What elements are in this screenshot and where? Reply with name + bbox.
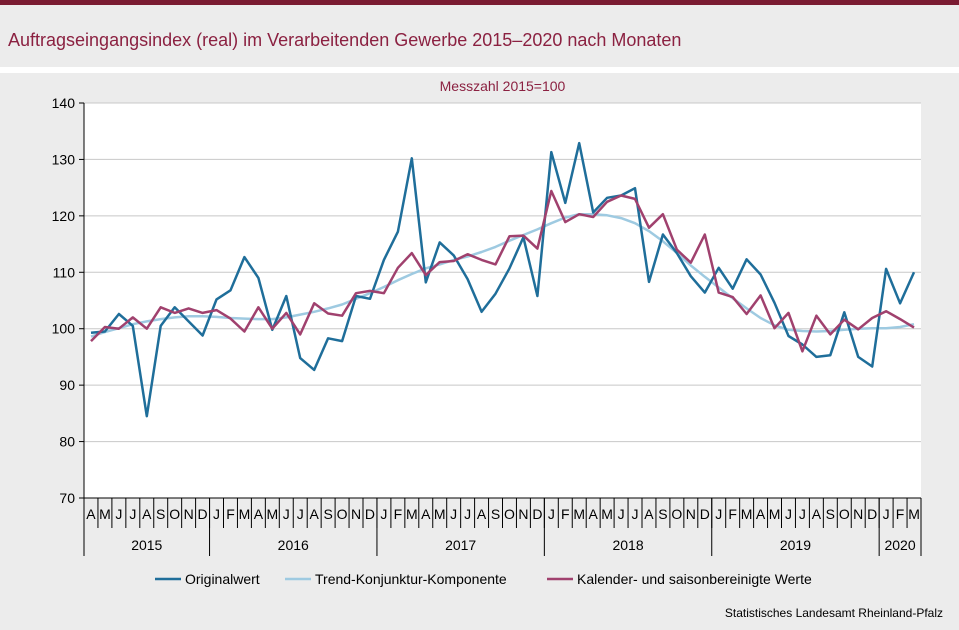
page-title: Auftragseingangsindex (real) im Verarbei… (8, 30, 682, 50)
x-tick-label: J (548, 506, 555, 522)
x-tick-label: J (632, 506, 639, 522)
x-tick-label: O (337, 506, 348, 522)
x-tick-label: A (310, 506, 320, 522)
x-tick-label: M (741, 506, 753, 522)
x-tick-label: O (671, 506, 682, 522)
y-tick-label: 90 (59, 377, 75, 393)
x-tick-label: A (421, 506, 431, 522)
year-label: 2017 (445, 537, 476, 553)
x-tick-label: M (573, 506, 585, 522)
x-tick-label: A (86, 506, 96, 522)
x-tick-label: A (756, 506, 766, 522)
series-line-3 (90, 189, 915, 353)
legend-label: Originalwert (185, 571, 260, 587)
x-tick-label: J (450, 506, 457, 522)
x-tick-label: M (239, 506, 251, 522)
x-tick-label: S (826, 506, 835, 522)
x-tick-label: M (406, 506, 418, 522)
x-tick-label: N (518, 506, 528, 522)
x-tick-label: F (728, 506, 737, 522)
x-tick-label: M (769, 506, 781, 522)
x-tick-label: D (867, 506, 877, 522)
x-tick-label: A (477, 506, 487, 522)
y-tick-label: 110 (53, 264, 76, 280)
x-tick-label: N (351, 506, 361, 522)
x-tick-label: N (184, 506, 194, 522)
year-label: 2016 (278, 537, 309, 553)
x-tick-label: N (686, 506, 696, 522)
x-tick-label: M (266, 506, 278, 522)
x-tick-label: A (644, 506, 654, 522)
x-tick-label: M (601, 506, 613, 522)
x-tick-label: J (129, 506, 136, 522)
x-tick-label: D (700, 506, 710, 522)
x-tick-label: F (561, 506, 570, 522)
x-tick-label: M (908, 506, 920, 522)
x-tick-label: O (169, 506, 180, 522)
year-label: 2018 (612, 537, 643, 553)
x-tick-label: J (283, 506, 290, 522)
y-tick-label: 140 (52, 95, 76, 111)
x-tick-label: M (99, 506, 111, 522)
legend-label: Trend-Konjunktur-Komponente (315, 571, 507, 587)
y-tick-label: 120 (52, 208, 76, 224)
x-tick-label: J (799, 506, 806, 522)
source-label: Statistisches Landesamt Rheinland-Pfalz (724, 606, 943, 620)
legend-label: Kalender- und saisonbereinigte Werte (577, 571, 812, 587)
x-tick-label: O (504, 506, 515, 522)
year-label: 2020 (884, 537, 915, 553)
y-tick-label: 130 (52, 151, 76, 167)
plot-area (84, 103, 921, 498)
x-tick-label: D (198, 506, 208, 522)
x-tick-label: J (213, 506, 220, 522)
top-accent-bar (0, 0, 959, 5)
x-tick-label: J (715, 506, 722, 522)
series-line-1 (90, 141, 916, 418)
y-tick-label: 80 (59, 434, 75, 450)
x-tick-label: J (464, 506, 471, 522)
x-tick-label: A (589, 506, 599, 522)
x-tick-label: S (156, 506, 165, 522)
x-tick-label: J (618, 506, 625, 522)
x-tick-label: D (365, 506, 375, 522)
chart-subtitle: Messzahl 2015=100 (440, 78, 566, 94)
x-tick-label: S (658, 506, 667, 522)
title-bar: Auftragseingangsindex (real) im Verarbei… (0, 5, 959, 67)
x-tick-label: J (380, 506, 387, 522)
x-tick-label: J (883, 506, 890, 522)
x-tick-label: F (226, 506, 235, 522)
x-tick-label: A (254, 506, 264, 522)
x-tick-label: N (853, 506, 863, 522)
y-tick-label: 100 (52, 321, 76, 337)
chart-panel: Messzahl 2015=100 70 80 90 100 110 120 130 140 A M… (0, 73, 959, 630)
x-tick-label: A (812, 506, 822, 522)
x-tick-label: O (839, 506, 850, 522)
x-tick-label: S (323, 506, 332, 522)
x-tick-label: D (532, 506, 542, 522)
title-separator (0, 67, 959, 73)
year-label: 2015 (131, 537, 162, 553)
x-tick-label: F (394, 506, 403, 522)
y-tick-label: 70 (59, 490, 75, 506)
year-label: 2019 (780, 537, 811, 553)
x-tick-label: J (785, 506, 792, 522)
x-tick-label: J (297, 506, 304, 522)
x-tick-label: S (491, 506, 500, 522)
x-tick-label: F (896, 506, 905, 522)
x-tick-label: M (434, 506, 446, 522)
x-tick-label: J (115, 506, 122, 522)
x-tick-label: A (142, 506, 152, 522)
